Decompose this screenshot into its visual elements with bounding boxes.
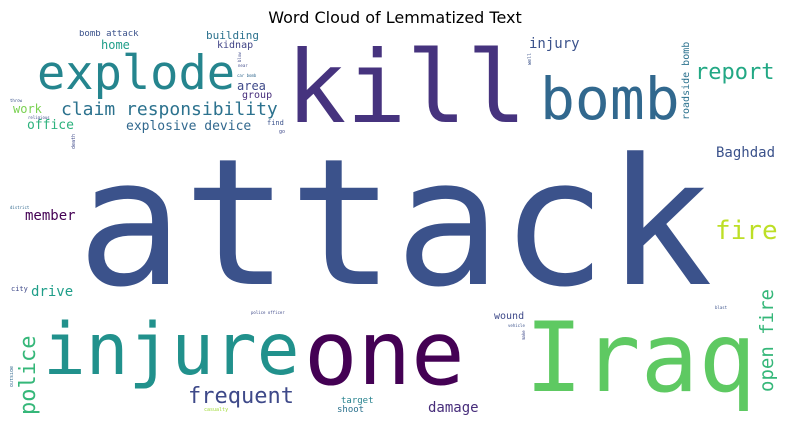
word-throw: throw <box>10 98 23 103</box>
word-district: district <box>10 205 30 210</box>
word-report: report <box>695 60 775 85</box>
word-find: find <box>267 119 284 127</box>
word-claim-responsibility: claim responsibility <box>61 99 278 120</box>
word-police: police <box>16 335 41 415</box>
word-police-officer: police officer <box>251 310 285 315</box>
word-blast: blast <box>715 305 728 310</box>
word-go: go <box>279 129 286 135</box>
word-kidnap: kidnap <box>217 40 254 51</box>
word-target: target <box>341 396 374 406</box>
word-kill: kill <box>286 30 527 146</box>
word-area: area <box>237 79 266 93</box>
word-baghdad: Baghdad <box>716 145 776 161</box>
word-explosive-device: explosive device <box>126 119 252 134</box>
word-damage: damage <box>428 400 479 415</box>
word-car-bomb: car bomb <box>237 73 257 78</box>
word-one: one <box>304 301 465 405</box>
word-member: member <box>25 208 76 224</box>
word-well: well <box>527 52 533 65</box>
word-cloud: attack kill one Iraq injure claim responsibil… <box>10 30 780 415</box>
word-group: group <box>242 90 273 101</box>
word-shoot: shoot <box>337 405 365 415</box>
word-city: city <box>11 285 28 293</box>
word-death: death <box>71 133 77 149</box>
word-make: make <box>521 330 526 340</box>
word-near: near <box>238 63 248 68</box>
word-roadside-bomb: roadside bomb <box>681 41 692 120</box>
word-vehicle: vehicle <box>508 323 525 328</box>
chart-title: Word Cloud of Lemmatized Text <box>268 8 522 27</box>
word-home: home <box>101 38 130 52</box>
word-casualty: casualty <box>204 407 229 413</box>
word-religious: religious <box>28 115 50 120</box>
word-frequent: frequent <box>188 384 294 409</box>
word-drive: drive <box>31 284 74 300</box>
word-fire: fire <box>715 216 778 246</box>
word-attack: attack <box>77 121 713 326</box>
word-blow: blow <box>237 52 242 62</box>
word-building: building <box>206 30 259 42</box>
word-injure: injure <box>43 308 300 391</box>
word-office: office <box>27 118 74 133</box>
word-work: work <box>13 102 42 116</box>
word-bomb-attack: bomb attack <box>79 30 139 39</box>
word-wound: wound <box>494 311 525 322</box>
word-injury: injury <box>529 36 580 52</box>
word-bomb: bomb <box>540 65 680 133</box>
word-outside: outside <box>10 365 15 387</box>
word-open-fire: open fire <box>756 289 778 392</box>
word-explode: explode <box>37 46 236 101</box>
word-iraq: Iraq <box>525 302 757 414</box>
